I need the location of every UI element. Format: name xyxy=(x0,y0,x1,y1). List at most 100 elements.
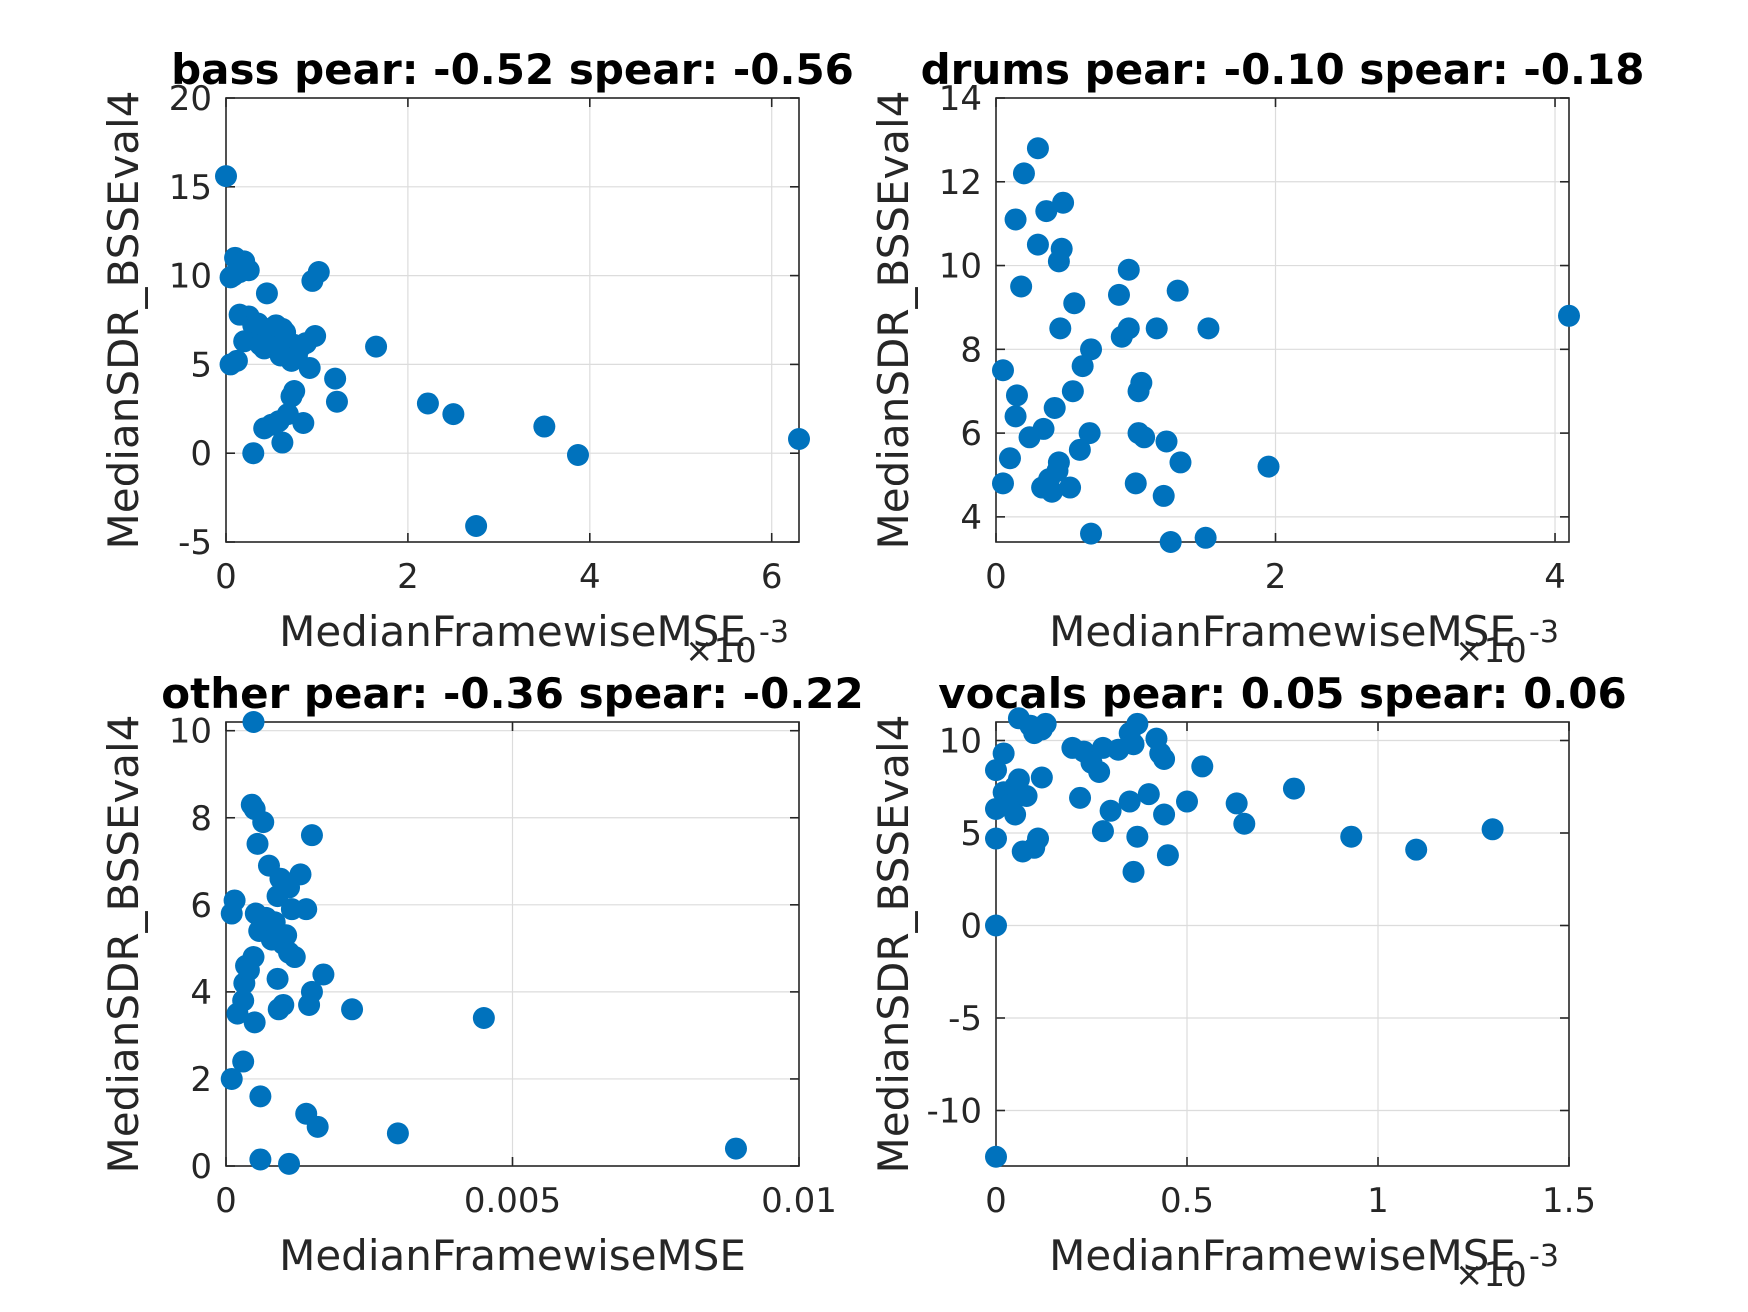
vocals-data-point xyxy=(1088,760,1111,783)
vocals-data-point xyxy=(1027,827,1050,850)
other-data-point xyxy=(275,924,298,947)
drums-x-axis-label: MedianFramewiseMSE xyxy=(1049,607,1516,656)
bass-data-point xyxy=(325,390,348,413)
drums-title: drums pear: -0.10 spear: -0.18 xyxy=(921,45,1645,94)
vocals-data-point xyxy=(1156,844,1179,867)
vocals-x-tick-label: 1 xyxy=(1367,1181,1389,1221)
vocals-data-point xyxy=(1091,820,1114,843)
bass-data-point xyxy=(271,431,294,454)
vocals-data-point xyxy=(985,759,1007,782)
other-y-tick-label: 2 xyxy=(190,1060,212,1100)
vocals-data-point xyxy=(1030,766,1053,789)
drums-data-point xyxy=(1004,405,1027,428)
vocals-data-point xyxy=(1225,792,1248,815)
drums-data-point xyxy=(1010,275,1033,298)
other-y-axis-label: MedianSDR_BSSEval4 xyxy=(99,715,148,1174)
bass-y-tick-label: -5 xyxy=(178,523,212,563)
vocals-data-point xyxy=(1405,838,1428,861)
drums-data-point xyxy=(1035,200,1058,223)
vocals-data-point xyxy=(1340,825,1363,848)
vocals-data-point xyxy=(1126,712,1149,735)
vocals-data-point xyxy=(985,827,1007,850)
vocals-y-tick-label: 5 xyxy=(960,814,982,854)
vocals-data-point xyxy=(1126,825,1149,848)
bass-y-axis-label: MedianSDR_BSSEval4 xyxy=(99,91,148,550)
drums-x-tick-label: 0 xyxy=(985,557,1007,597)
bass-data-point xyxy=(237,259,260,282)
other-scatter-panel: other pear: -0.36 spear: -0.22 MedianFra… xyxy=(99,669,864,1280)
drums-data-point xyxy=(1078,422,1101,445)
vocals-data-point xyxy=(1176,790,1198,813)
vocals-data-point xyxy=(1122,860,1145,883)
drums-data-point xyxy=(1032,417,1055,440)
drums-data-point xyxy=(1068,438,1091,461)
bass-data-point xyxy=(304,324,327,347)
bass-x-axis-label: MedianFramewiseMSE xyxy=(279,607,746,656)
bass-data-point xyxy=(292,412,315,435)
other-data-point xyxy=(266,967,289,990)
vocals-title: vocals pear: 0.05 spear: 0.06 xyxy=(938,669,1626,718)
bass-x-exponent-power: -3 xyxy=(759,615,789,650)
other-data-point xyxy=(242,711,265,733)
vocals-data-point xyxy=(1015,785,1038,807)
vocals-x-axis-label: MedianFramewiseMSE xyxy=(1049,1231,1516,1280)
vocals-data-point xyxy=(1153,803,1176,826)
drums-x-tick-label: 2 xyxy=(1265,557,1287,597)
other-y-tick-label: 4 xyxy=(190,973,212,1013)
other-y-tick-label: 10 xyxy=(169,712,212,752)
bass-data-point xyxy=(307,261,330,284)
drums-data-point xyxy=(1080,338,1103,361)
vocals-data-point xyxy=(1153,748,1176,770)
drums-data-point xyxy=(1052,191,1075,214)
other-y-tick-label: 6 xyxy=(190,886,212,926)
vocals-y-tick-label: 10 xyxy=(939,722,982,762)
other-data-point xyxy=(249,1085,272,1108)
drums-data-point xyxy=(1117,258,1140,281)
vocals-x-exponent-base: ×10 xyxy=(1455,1255,1527,1295)
other-data-point xyxy=(283,946,306,969)
bass-data-point xyxy=(225,349,248,372)
drums-data-point xyxy=(1166,279,1189,302)
drums-data-point xyxy=(1050,237,1073,260)
other-data-point xyxy=(278,1152,301,1175)
vocals-data-point xyxy=(985,1145,1007,1168)
drums-data-point xyxy=(1133,426,1156,449)
drums-y-tick-label: 12 xyxy=(939,163,982,203)
bass-data-point xyxy=(242,442,265,465)
drums-data-point xyxy=(1040,480,1063,503)
vocals-data-point xyxy=(1282,777,1305,800)
other-data-point xyxy=(386,1122,409,1145)
vocals-data-point xyxy=(1099,799,1122,822)
other-data-point xyxy=(232,1050,255,1073)
bass-x-tick-label: 4 xyxy=(579,557,601,597)
vocals-data-point xyxy=(1233,812,1256,835)
vocals-plot-area xyxy=(995,721,1570,1167)
drums-data-point xyxy=(1004,208,1027,231)
vocals-data-point xyxy=(1122,733,1145,756)
vocals-y-tick-label: 0 xyxy=(960,907,982,947)
bass-y-tick-label: 10 xyxy=(169,257,212,297)
other-x-tick-label: 0 xyxy=(215,1181,237,1221)
vocals-scatter-panel: vocals pear: 0.05 spear: 0.06 MedianFram… xyxy=(869,669,1627,1295)
other-data-point xyxy=(249,1148,272,1171)
bass-x-tick-label: 0 xyxy=(215,557,237,597)
other-data-point xyxy=(472,1007,495,1029)
vocals-x-tick-label: 0 xyxy=(985,1181,1007,1221)
drums-data-point xyxy=(1124,472,1147,495)
bass-data-point xyxy=(442,403,465,426)
bass-y-tick-label: 20 xyxy=(169,79,212,119)
vocals-data-point xyxy=(1007,768,1030,791)
drums-y-tick-label: 8 xyxy=(960,330,982,370)
other-data-point xyxy=(272,993,295,1016)
other-y-tick-label: 8 xyxy=(190,799,212,839)
other-data-point xyxy=(306,1115,329,1138)
vocals-y-tick-label: -5 xyxy=(948,999,982,1039)
bass-data-point xyxy=(365,335,388,358)
vocals-data-point xyxy=(1481,818,1504,841)
drums-data-point xyxy=(1257,455,1280,478)
bass-x-tick-label: 2 xyxy=(397,557,419,597)
drums-data-point xyxy=(1130,371,1153,394)
bass-title: bass pear: -0.52 spear: -0.56 xyxy=(171,45,854,94)
vocals-x-tick-label: 1.5 xyxy=(1542,1181,1596,1221)
